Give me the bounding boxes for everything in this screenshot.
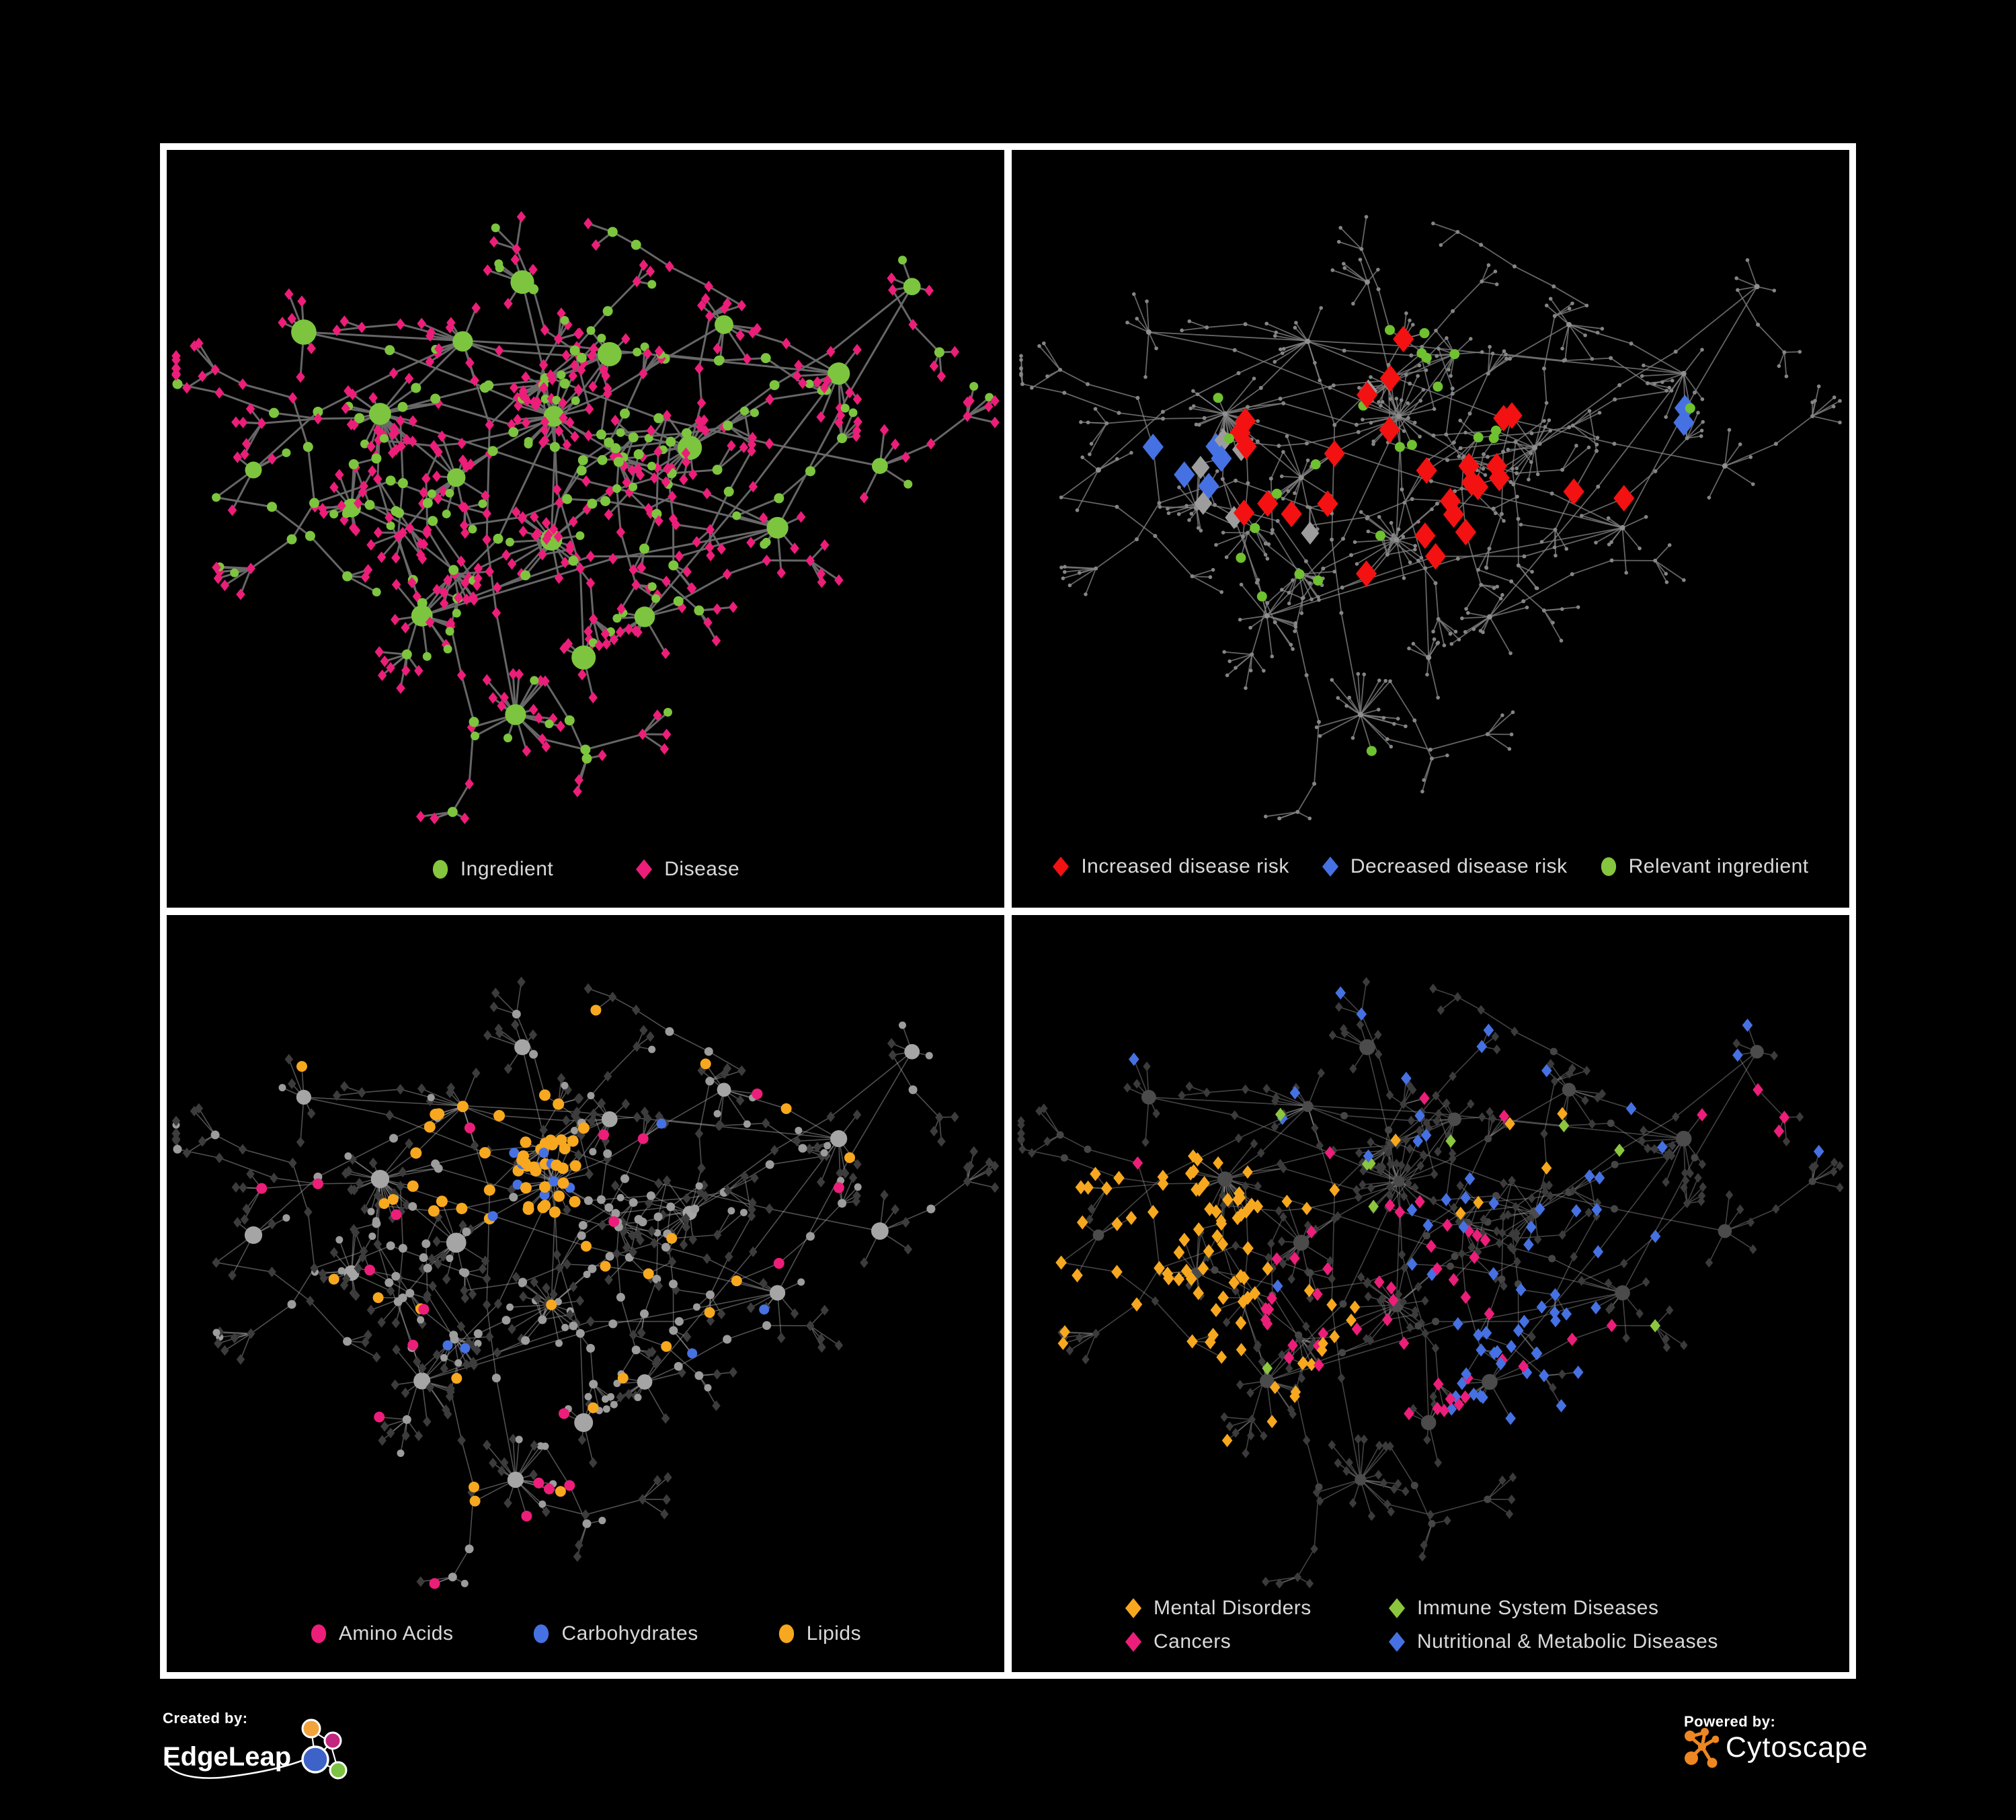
legend-item: Ingredient	[432, 858, 553, 881]
legend-label: Decreased disease risk	[1350, 855, 1568, 877]
legend-item: Decreased disease risk	[1322, 855, 1568, 878]
created-by-caption: Created by:	[163, 1710, 248, 1727]
legend-label: Lipids	[806, 1622, 862, 1645]
legend-item: Amino Acids	[310, 1622, 454, 1645]
disease-risk-network-graph	[1019, 214, 1842, 821]
legend-item: Mental Disorders	[1125, 1597, 1388, 1620]
legend-diamond-swatch	[1322, 856, 1338, 877]
legend-diamond-swatch	[1125, 1632, 1142, 1652]
panel-disease-categories: Mental Disorders Immune System Diseases Ca…	[1012, 914, 1849, 1672]
legend-diamond-swatch	[1388, 1598, 1406, 1618]
powered-by-block: Powered by: Cytoscape	[1684, 1713, 1872, 1787]
panel-grid-frame: Ingredient Disease Increased disease risk…	[160, 143, 1856, 1679]
legend-label: Nutritional & Metabolic Diseases	[1417, 1630, 1718, 1653]
panel-ingredient-disease: Ingredient Disease	[167, 150, 1004, 908]
edgeleap-logo-icon	[301, 1718, 348, 1780]
legend-item: Nutritional & Metabolic Diseases	[1388, 1630, 1718, 1653]
legend-item: Immune System Diseases	[1388, 1597, 1718, 1620]
cytoscape-logo-text: Cytoscape	[1726, 1731, 1869, 1764]
legend-circle-swatch	[534, 1624, 549, 1643]
legend-label: Mental Disorders	[1154, 1597, 1312, 1619]
legend-item: Disease	[635, 858, 739, 881]
edgeleap-logo-text: EdgeLeap	[163, 1741, 292, 1772]
legend: Ingredient Disease	[167, 858, 1004, 881]
legend-item: Relevant ingredient	[1600, 855, 1809, 878]
legend-label: Ingredient	[460, 857, 554, 880]
legend: Increased disease risk Decreased disease …	[1012, 855, 1849, 878]
legend-diamond-swatch	[636, 859, 653, 879]
legend-item: Lipids	[778, 1622, 861, 1645]
legend-label: Immune System Diseases	[1417, 1597, 1659, 1619]
legend-item: Carbohydrates	[532, 1622, 698, 1645]
legend-circle-swatch	[432, 859, 448, 879]
legend-label: Increased disease risk	[1081, 855, 1289, 877]
created-by-block: Created by: EdgeLeap	[163, 1710, 364, 1797]
disease-categories-network-graph	[1017, 976, 1844, 1589]
panel-nutrient-classes: Amino Acids Carbohydrates Lipids	[167, 914, 1004, 1672]
ingredient-disease-network-graph	[171, 210, 1000, 824]
legend-circle-swatch	[778, 1624, 794, 1643]
legend: Mental Disorders Immune System Diseases Ca…	[1125, 1597, 1718, 1653]
legend-label: Disease	[664, 857, 740, 880]
legend-diamond-swatch	[1388, 1632, 1406, 1652]
legend-label: Amino Acids	[338, 1622, 454, 1645]
cytoscape-logo-icon	[1685, 1728, 1719, 1768]
legend-circle-swatch	[1601, 857, 1616, 876]
powered-by-caption: Powered by:	[1684, 1713, 1776, 1730]
nutrient-classes-network-graph	[171, 976, 1000, 1589]
legend-item: Increased disease risk	[1052, 855, 1289, 878]
legend-item: Cancers	[1125, 1630, 1388, 1653]
legend-circle-swatch	[311, 1624, 327, 1643]
legend-label: Relevant ingredient	[1628, 855, 1809, 877]
legend: Amino Acids Carbohydrates Lipids	[167, 1622, 1004, 1645]
legend-label: Cancers	[1154, 1630, 1232, 1653]
legend-diamond-swatch	[1053, 856, 1070, 877]
legend-diamond-swatch	[1125, 1598, 1142, 1618]
legend-label: Carbohydrates	[561, 1622, 698, 1645]
panel-disease-risk: Increased disease risk Decreased disease …	[1012, 150, 1849, 908]
